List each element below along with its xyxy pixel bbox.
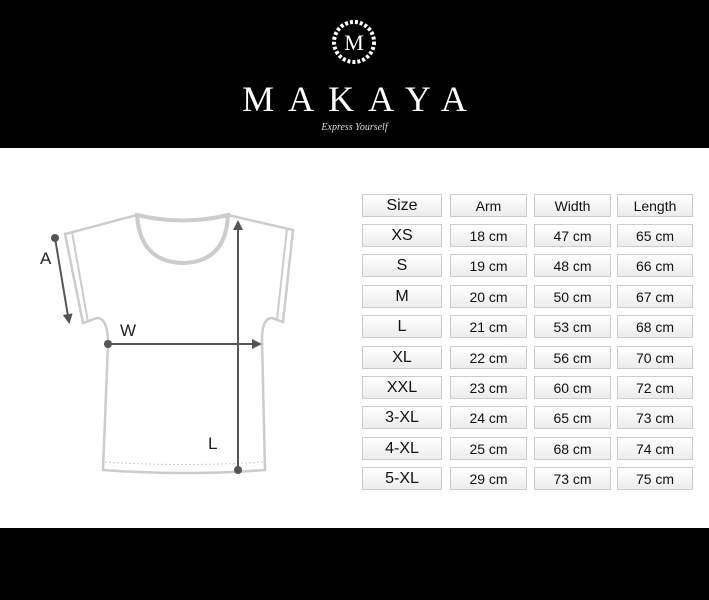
- cell-length: 72 cm: [617, 376, 693, 399]
- cell-size: 4-XL: [362, 437, 442, 460]
- cell-arm: 24 cm: [450, 406, 527, 429]
- cell-arm: 23 cm: [450, 376, 527, 399]
- cell-width: 73 cm: [534, 467, 611, 490]
- cell-width: 65 cm: [534, 406, 611, 429]
- cell-size: L: [362, 315, 442, 338]
- width-label: W: [120, 321, 136, 340]
- sleeve-cuff-left: [71, 231, 89, 323]
- cell-size: XL: [362, 346, 442, 369]
- header-length: Length: [617, 194, 693, 217]
- header-size: Size: [362, 194, 442, 217]
- header-width: Width: [534, 194, 611, 217]
- cell-size: 3-XL: [362, 406, 442, 429]
- cell-length: 73 cm: [617, 406, 693, 429]
- cell-arm: 20 cm: [450, 285, 527, 308]
- cell-width: 68 cm: [534, 437, 611, 460]
- brand-tagline: Express Yourself: [321, 122, 388, 133]
- cell-width: 60 cm: [534, 376, 611, 399]
- cell-length: 75 cm: [617, 467, 693, 490]
- cell-width: 47 cm: [534, 224, 611, 247]
- cell-length: 70 cm: [617, 346, 693, 369]
- cell-arm: 19 cm: [450, 254, 527, 277]
- cell-length: 68 cm: [617, 315, 693, 338]
- arm-label: A: [40, 249, 52, 268]
- tshirt-diagram: A W L: [40, 212, 295, 475]
- cell-arm: 29 cm: [450, 467, 527, 490]
- cell-size: M: [362, 285, 442, 308]
- cell-length: 66 cm: [617, 254, 693, 277]
- header-banner: M MAKAYA Express Yourself: [0, 0, 709, 148]
- sleeve-cuff-right: [276, 227, 288, 321]
- cell-length: 65 cm: [617, 224, 693, 247]
- cell-width: 56 cm: [534, 346, 611, 369]
- cell-length: 74 cm: [617, 437, 693, 460]
- cell-arm: 25 cm: [450, 437, 527, 460]
- header-arm: Arm: [450, 194, 527, 217]
- cell-size: 5-XL: [362, 467, 442, 490]
- cell-arm: 21 cm: [450, 315, 527, 338]
- footer-banner: [0, 528, 709, 600]
- cell-width: 53 cm: [534, 315, 611, 338]
- cell-size: XS: [362, 224, 442, 247]
- neckline: [134, 212, 231, 266]
- length-label: L: [208, 434, 217, 453]
- brand-logo: M: [332, 20, 376, 64]
- brand-name: MAKAYA: [242, 79, 481, 119]
- cell-width: 48 cm: [534, 254, 611, 277]
- cell-arm: 18 cm: [450, 224, 527, 247]
- cell-arm: 22 cm: [450, 346, 527, 369]
- arm-measure-arrow: [54, 237, 73, 324]
- cell-size: S: [362, 254, 442, 277]
- cell-width: 50 cm: [534, 285, 611, 308]
- logo-letter: M: [344, 30, 364, 55]
- cell-length: 67 cm: [617, 285, 693, 308]
- cell-size: XXL: [362, 376, 442, 399]
